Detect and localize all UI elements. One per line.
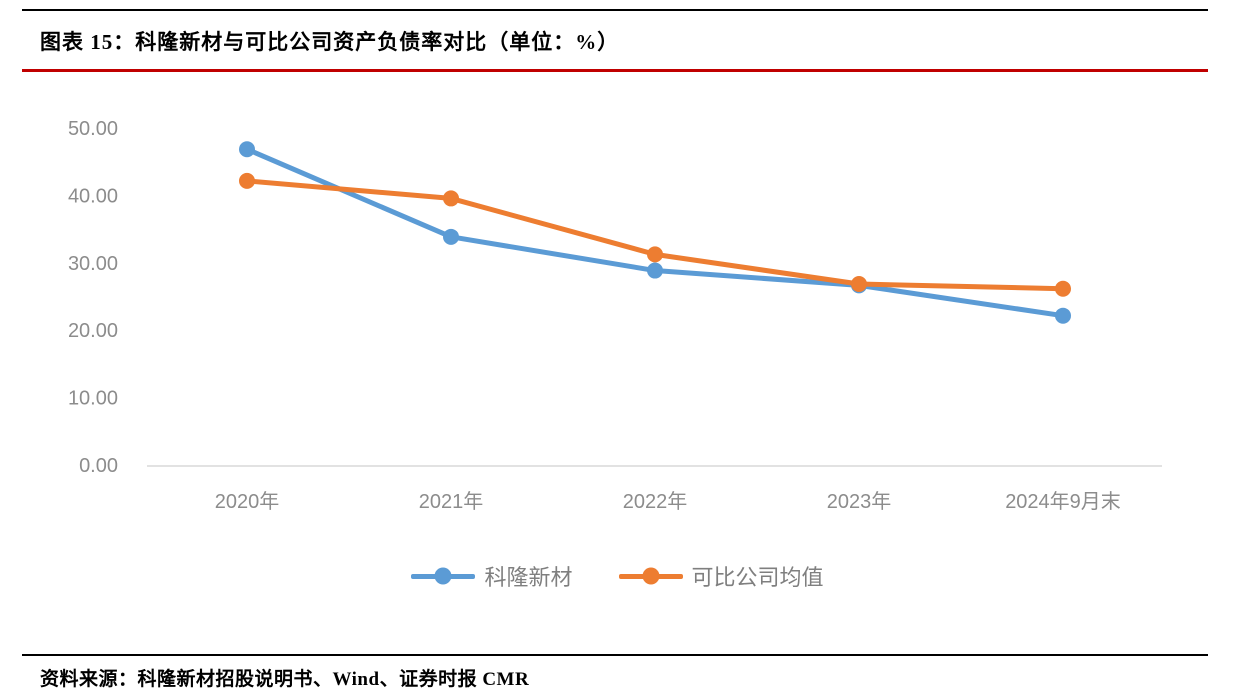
data-point (239, 172, 255, 189)
legend-item: 科隆新材 (411, 560, 573, 592)
data-point (1055, 307, 1071, 324)
data-point (239, 141, 255, 158)
chart-legend: 科隆新材 可比公司均值 (0, 559, 1235, 593)
top-divider-rule (22, 9, 1208, 11)
legend-marker-line (618, 567, 683, 585)
legend-label: 可比公司均值 (691, 565, 824, 590)
data-point (443, 190, 459, 207)
series-line (244, 146, 1066, 319)
y-axis-tick-label: 50.00 (68, 118, 118, 140)
x-axis-category-label: 2023年 (827, 490, 892, 513)
legend-marker-dot (434, 567, 452, 585)
data-point (443, 228, 459, 245)
legend-label: 科隆新材 (484, 565, 573, 590)
source-text: 资料来源：科隆新材招股说明书、Wind、证券时报 CMR (40, 669, 530, 690)
bottom-divider-rule (22, 654, 1208, 656)
x-axis-category-label: 2022年 (623, 490, 688, 513)
x-axis-category-label: 2024年9月末 (1005, 490, 1121, 513)
data-point (1055, 280, 1071, 297)
x-axis-category-label: 2021年 (419, 490, 484, 513)
y-axis-tick-label: 20.00 (68, 320, 118, 342)
legend-marker-dot (642, 567, 659, 585)
data-point (851, 276, 867, 293)
title-accent-rule (22, 69, 1208, 72)
y-axis-tick-label: 40.00 (68, 185, 118, 207)
legend-marker-line (411, 567, 476, 585)
y-axis-tick-label: 30.00 (68, 253, 118, 275)
y-axis-tick-label: 10.00 (68, 388, 118, 410)
data-point (647, 262, 663, 279)
figure-title: 图表 15：科隆新材与可比公司资产负债率对比（单位：%） (40, 30, 620, 54)
data-point (647, 246, 663, 263)
y-axis-tick-label: 0.00 (79, 455, 118, 477)
x-axis-category-label: 2020年 (215, 490, 280, 513)
legend-item: 可比公司均值 (618, 560, 824, 592)
